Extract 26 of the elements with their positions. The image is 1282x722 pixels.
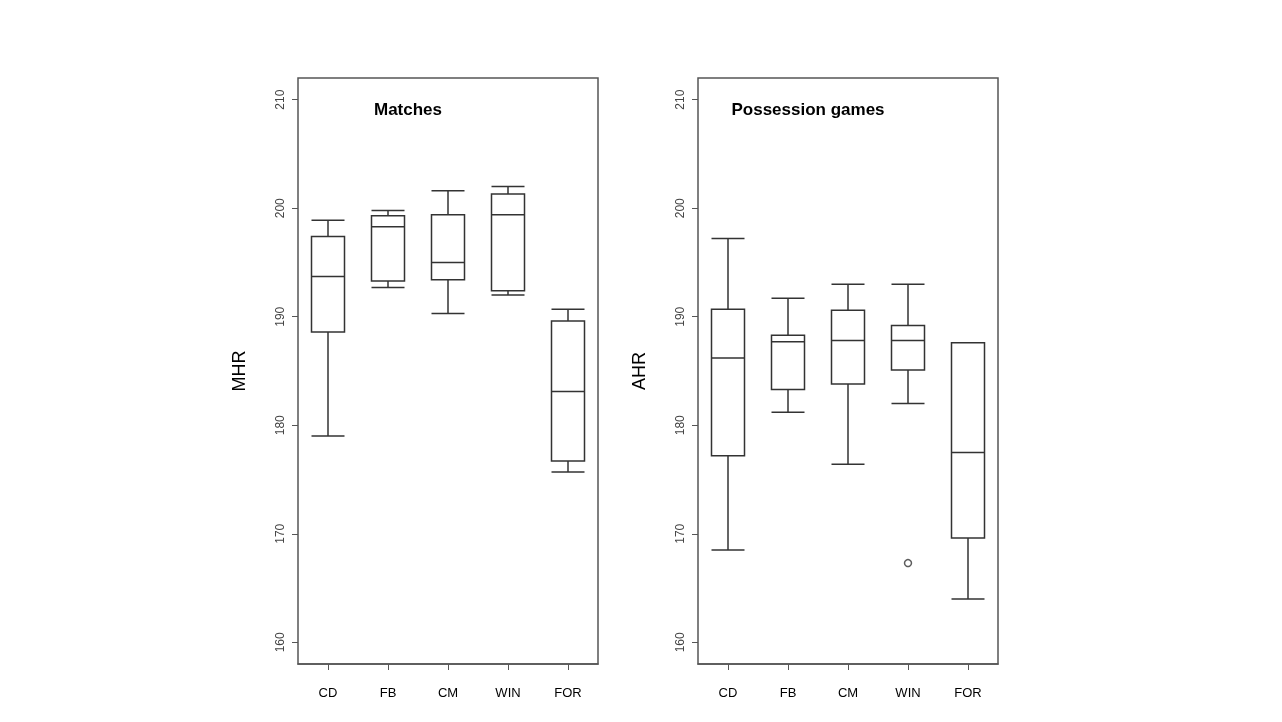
- x-tick-label: WIN: [495, 685, 521, 700]
- x-tick-label: WIN: [895, 685, 921, 700]
- y-tick-label: 200: [673, 197, 687, 219]
- x-tick-label: CM: [837, 685, 859, 700]
- y-tick-label: 170: [673, 523, 687, 544]
- y-tick-label: 180: [273, 414, 287, 436]
- y-tick-label: 160: [273, 631, 287, 653]
- y-tick-label: 160: [673, 631, 687, 653]
- y-tick-label: 200: [273, 197, 287, 219]
- text: Possession games: [731, 100, 885, 119]
- x-tick-label: FB: [379, 685, 397, 700]
- y-tick-label: 210: [673, 89, 687, 110]
- text: Matches: [373, 100, 443, 119]
- x-tick-label: FOR: [554, 685, 582, 700]
- x-tick-label: CD: [718, 685, 738, 700]
- x-tick-label: FOR: [954, 685, 982, 700]
- y-axis-title: MHR: [229, 350, 249, 392]
- y-tick-label: 190: [673, 306, 687, 327]
- x-tick-label: CM: [437, 685, 459, 700]
- y-axis-title: AHR: [629, 351, 649, 391]
- x-tick-label: FB: [779, 685, 797, 700]
- y-tick-label: 210: [273, 89, 287, 110]
- y-tick-label: 180: [673, 414, 687, 436]
- y-tick-label: 190: [273, 306, 287, 327]
- x-tick-label: CD: [318, 685, 338, 700]
- y-tick-label: 170: [273, 523, 287, 544]
